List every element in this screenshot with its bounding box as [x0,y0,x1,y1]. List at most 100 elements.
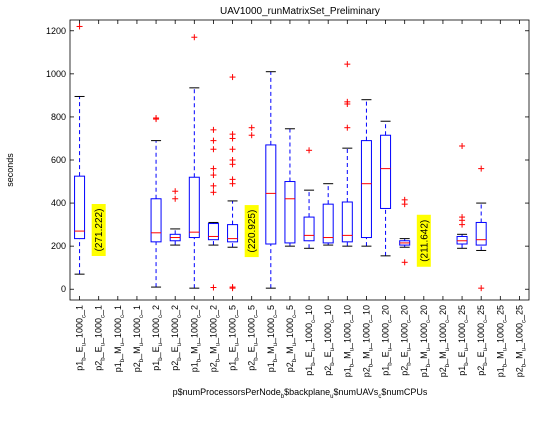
x-category-label: p2b_Mu_1000c_1 [132,305,145,372]
x-axis-label: p$numProcessorsPerNodeb$backplaneu$numUA… [173,387,428,400]
chart-title: UAV1000_runMatrixSet_Preliminary [220,6,380,17]
outlier-point [229,74,236,81]
box-group [207,126,219,291]
x-category-label: p2b_Eu_1000c_25 [476,305,489,376]
x-category-label: p1b_Eu_1000c_10 [304,305,317,376]
box-group [188,34,200,289]
y-tick-label: 600 [51,155,66,165]
box-iqr [188,176,200,239]
outlier-point [306,147,313,154]
box-group [150,115,162,288]
outlier-point [210,126,217,133]
x-category-label: p2b_Mu_1000c_5 [285,305,298,372]
outlier-point [76,23,83,30]
outlier-point [210,146,217,153]
box-iqr [150,198,162,243]
box-iqr [284,181,296,244]
annotation-text: (220.925) [247,210,258,253]
annotation-text: (211.642) [419,220,430,262]
box-group [227,74,239,292]
box-iqr [303,216,315,242]
outlier-point [191,34,198,41]
outlier-point [248,124,255,131]
box-group [341,61,353,247]
outlier-point [210,189,217,196]
box-iqr [456,235,468,245]
x-category-label: p1b_Mu_1000c_5 [266,305,279,372]
outlier-point [344,98,351,105]
y-tick-label: 400 [51,198,66,208]
box-iqr [265,144,277,245]
outlier-point [153,115,160,121]
x-category-label: p1b_Mu_1000c_20 [419,305,432,377]
x-category-label: p2b_Eu_1000c_10 [323,305,336,376]
x-category-label: p1b_Mu_1000c_25 [495,305,508,377]
outlier-point [210,137,217,144]
outlier-point [210,172,217,179]
box-group [399,196,411,266]
x-category-label: p1b_Mu_1000c_2 [189,305,202,372]
outlier-point [478,165,485,172]
outlier-point [459,214,466,221]
outlier-point [229,176,236,183]
outlier-point [401,259,408,266]
plot-area: 0 200 400 600 800 1000 1200 p1b_Eu_1000c_1 p2b_E… [46,19,530,377]
outlier-point [344,61,351,68]
y-tick-label: 1200 [46,26,66,36]
x-category-label: p1b_Eu_1000c_2 [151,305,164,371]
annotation-text: (271.222) [94,209,105,252]
annotation-bg [244,205,259,258]
annotation-note: (211.642) [416,214,431,267]
x-category-label: p1b_Eu_1000c_1 [75,305,88,371]
outlier-point [229,284,236,291]
outlier-point [210,182,217,189]
y-axis-label: seconds [5,153,15,187]
y-tick-label: 800 [51,112,66,122]
box-group [322,183,334,246]
x-category-label: p2b_Eu_1000c_5 [247,305,260,371]
y-tick-label: 0 [61,284,66,294]
x-category-label: p1b_Eu_1000c_5 [228,305,241,371]
x-category-label: p2b_Eu_1000c_2 [170,305,183,371]
box-iqr [227,224,239,243]
outlier-point [172,188,179,195]
outlier-point [210,165,217,172]
plot-frame [69,19,530,301]
box-group [456,143,468,249]
box-iqr [322,203,334,244]
outlier-point [229,146,236,153]
outlier-point [478,285,485,292]
annotation-bg [416,214,431,267]
x-category-label: p2b_Mu_1000c_20 [438,305,451,377]
box-group [303,147,315,249]
outlier-point [210,284,217,291]
outlier-point [401,196,408,203]
x-category-label: p1b_Mu_1000c_10 [342,305,355,377]
outlier-point [229,131,236,138]
annotation-note: (271.222) [91,204,106,256]
annotation-bg [91,204,106,256]
box-iqr [360,140,372,239]
y-tick-label: 1000 [46,69,66,79]
box-iqr [207,223,219,241]
x-category-label: p2b_Mu_1000c_10 [361,305,374,377]
box-iqr [74,175,86,240]
box-group [74,23,86,275]
x-category-label: p1b_Eu_1000c_25 [457,305,470,376]
box-iqr [475,221,487,246]
box-iqr [380,134,392,209]
outlier-point [229,157,236,163]
outlier-point [459,143,466,149]
x-category-label: p1b_Eu_1000c_20 [381,305,394,376]
outlier-point [248,132,255,139]
box-group [169,188,181,246]
outlier-point [172,195,179,202]
x-category-label: p2b_Mu_1000c_25 [514,305,527,377]
box-group [360,99,372,247]
box-group [265,71,277,289]
box-iqr [341,201,353,243]
annotation-note: (220.925) [244,205,259,258]
box-group [475,165,487,292]
x-category-label: p2b_Eu_1000c_20 [400,305,413,376]
